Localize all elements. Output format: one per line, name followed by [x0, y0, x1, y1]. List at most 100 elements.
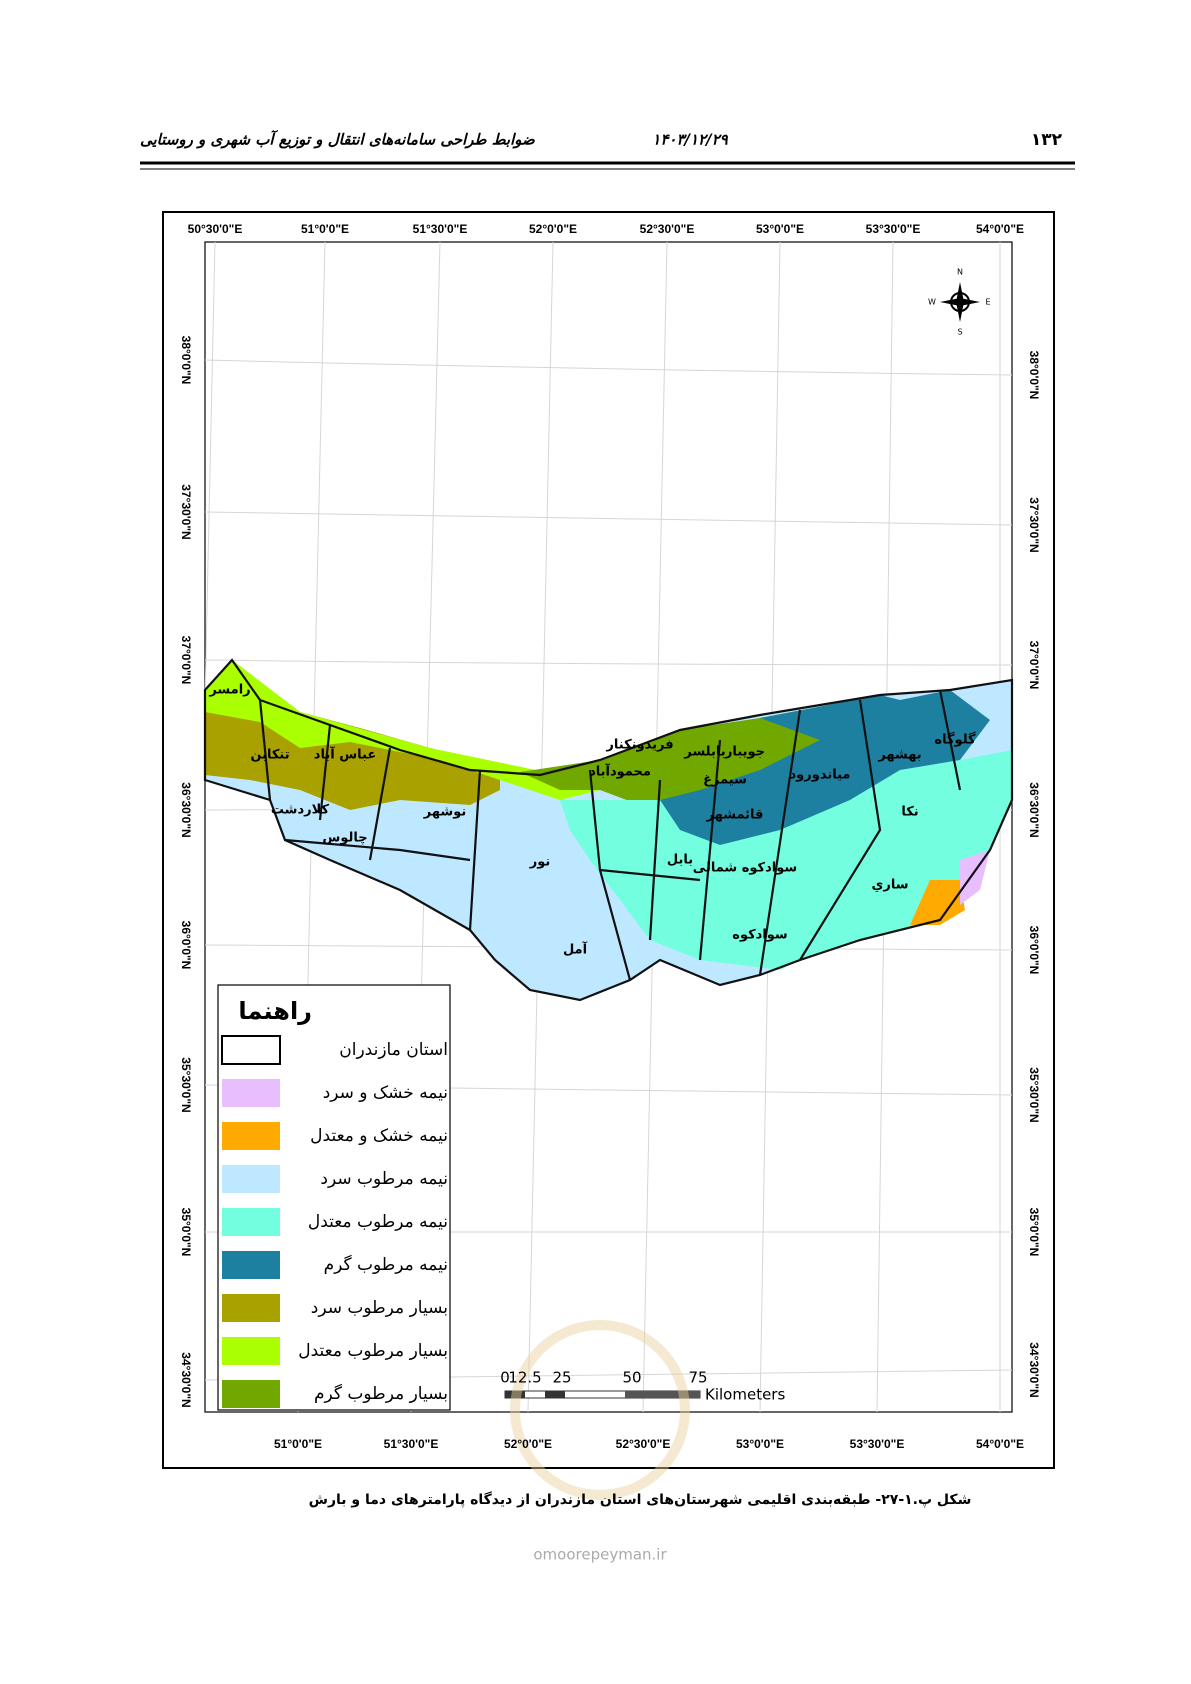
- place-label: نور: [529, 855, 551, 870]
- legend-swatch: [222, 1165, 280, 1193]
- latitude-label: 36°0'0"N: [179, 921, 193, 970]
- latitude-label: 37°0'0"N: [179, 636, 193, 685]
- latitude-label: 36°0'0"N: [1027, 926, 1041, 975]
- longitude-label: 51°30'0"E: [384, 1437, 439, 1451]
- place-label: تنکابن: [250, 748, 289, 763]
- place-label: سوادکوه شمالی: [693, 861, 797, 876]
- compass-letter: E: [985, 298, 990, 307]
- legend-label: بسیار مرطوب گرم: [314, 1383, 448, 1404]
- place-label: سیمرغ: [703, 773, 747, 788]
- compass-letter: W: [928, 298, 936, 307]
- longitude-label: 53°30'0"E: [850, 1437, 905, 1451]
- latitude-label: 37°30'0"N: [1027, 497, 1041, 552]
- legend-swatch: [222, 1337, 280, 1365]
- legend-swatch: [222, 1294, 280, 1322]
- latitude-label: 35°30'0"N: [1027, 1067, 1041, 1122]
- compass-needle: [940, 282, 980, 322]
- legend-swatch: [222, 1380, 280, 1408]
- watermark-url: omoorepeyman.ir: [533, 1546, 667, 1564]
- longitude-label: 51°30'0"E: [413, 222, 468, 236]
- longitude-label: 51°0'0"E: [301, 222, 349, 236]
- scale-tick-label: 25: [552, 1369, 571, 1387]
- place-label: رامسر: [208, 683, 250, 698]
- place-label: کلاردشت: [271, 803, 330, 818]
- zone-semi-arid-moderate: [910, 880, 965, 925]
- longitude-label: 51°0'0"E: [274, 1437, 322, 1451]
- latitude-label: 38°0'0"N: [179, 336, 193, 385]
- place-label: میاندورود: [790, 768, 851, 783]
- longitude-label: 53°0'0"E: [756, 222, 804, 236]
- place-label: بابلسر: [683, 745, 725, 760]
- north-arrow: [940, 282, 980, 322]
- zone-semi-arid-cold: [960, 850, 990, 905]
- latitude-label: 35°30'0"N: [179, 1057, 193, 1112]
- legend-label: بسیار مرطوب سرد: [311, 1298, 448, 1318]
- scale-tick-label: 0: [500, 1369, 510, 1387]
- scale-bar-segment: [545, 1391, 565, 1398]
- province-border: [203, 658, 1014, 1002]
- place-label: نکا: [901, 805, 918, 820]
- longitude-label: 50°30'0"E: [188, 222, 243, 236]
- legend-swatch: [221, 1035, 281, 1065]
- scale-unit: Kilometers: [705, 1386, 785, 1404]
- latitude-label: 36°30'0"N: [1027, 782, 1041, 837]
- longitude-label: 53°0'0"E: [736, 1437, 784, 1451]
- latitude-label: 35°0'0"N: [179, 1208, 193, 1257]
- zone-very-humid-warm: [520, 705, 830, 805]
- place-label: عباس آباد: [314, 746, 376, 763]
- scale-tick-label: 12.5: [508, 1369, 541, 1387]
- place-label: جویبار: [724, 745, 765, 760]
- legend-title: راهنما: [238, 997, 312, 1025]
- scale-tick-label: 50: [622, 1369, 641, 1387]
- legend-label: نیمه مرطوب معتدل: [308, 1212, 448, 1232]
- legend-label: نیمه مرطوب سرد: [320, 1169, 448, 1189]
- legend-swatch: [222, 1122, 280, 1150]
- longitude-label: 53°30'0"E: [866, 222, 921, 236]
- latitude-label: 34°30'0"N: [1027, 1342, 1041, 1397]
- legend-label: نیمه مرطوب گرم: [324, 1254, 448, 1275]
- figure-caption: شکل پ.۱-۲۷- طبقه‌بندی اقلیمی شهرستان‌های…: [309, 1491, 972, 1508]
- legend-label: نیمه خشک و سرد: [323, 1083, 448, 1103]
- scale-bar-segment: [505, 1391, 525, 1398]
- zone-semi-humid-warm: [660, 690, 990, 845]
- place-label: چالوس: [322, 831, 367, 846]
- place-label: گلوگاه: [934, 732, 976, 748]
- place-label: نوشهر: [423, 805, 467, 820]
- place-label: فریدونکنار: [605, 738, 673, 753]
- place-label: سوادکوه: [732, 928, 787, 943]
- legend-label: بسیار مرطوب معتدل: [298, 1341, 448, 1361]
- legend-label: استان مازندران: [339, 1040, 448, 1060]
- zone-very-humid-moderate: [205, 660, 600, 800]
- place-label: آمل: [563, 941, 588, 958]
- compass-letter: N: [957, 268, 963, 277]
- place-label: ساري: [871, 878, 908, 893]
- county-borders: [258, 689, 962, 981]
- latitude-label: 37°30'0"N: [179, 484, 193, 539]
- longitude-label: 52°0'0"E: [504, 1437, 552, 1451]
- legend-swatch: [222, 1079, 280, 1107]
- scale-bar-segment: [625, 1391, 700, 1398]
- latitude-label: 36°30'0"N: [179, 782, 193, 837]
- header-date: ۱۴۰۳/۱۲/۲۹: [652, 131, 728, 149]
- longitude-label: 54°0'0"E: [976, 1437, 1024, 1451]
- longitude-label: 52°30'0"E: [640, 222, 695, 236]
- legend-label: نیمه خشک و معتدل: [310, 1126, 448, 1146]
- header-title: ضوابط طراحی سامانه‌های انتقال و توزیع آب…: [140, 130, 536, 149]
- latitude-label: 38°0'0"N: [1027, 351, 1041, 400]
- latitude-label: 35°0'0"N: [1027, 1208, 1041, 1257]
- scale-tick-label: 75: [688, 1369, 707, 1387]
- place-label: محمودآباد: [589, 763, 651, 780]
- climate-zones: [203, 658, 1014, 1002]
- latitude-label: 34°30'0"N: [179, 1352, 193, 1407]
- watermark-logo: [510, 1320, 690, 1500]
- legend-swatch: [222, 1208, 280, 1236]
- longitude-label: 52°30'0"E: [616, 1437, 671, 1451]
- longitude-label: 52°0'0"E: [529, 222, 577, 236]
- place-label: بهشهر: [877, 748, 921, 763]
- latitude-label: 37°0'0"N: [1027, 641, 1041, 690]
- place-label: بابل: [667, 853, 693, 868]
- longitude-label: 54°0'0"E: [976, 222, 1024, 236]
